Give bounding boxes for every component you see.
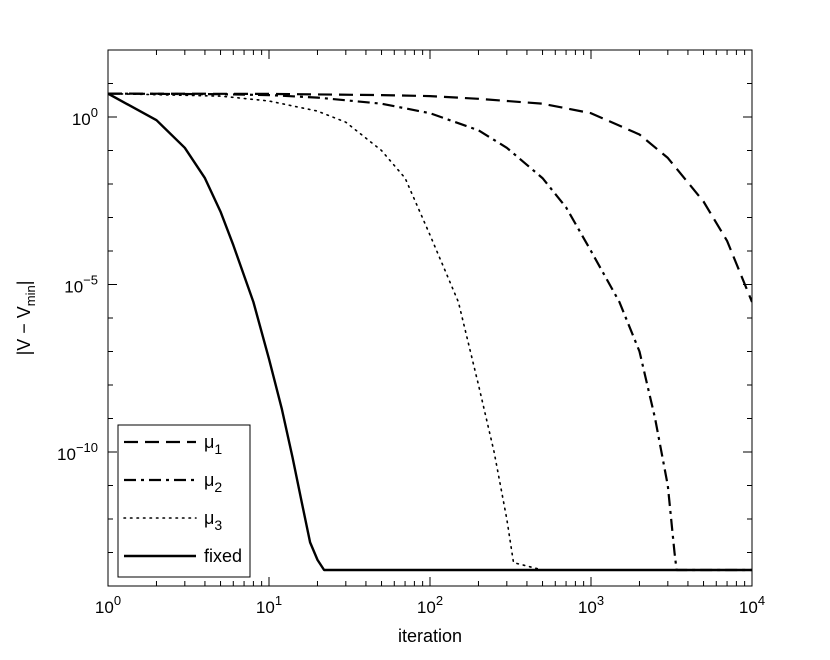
series-4-line	[108, 92, 752, 572]
series-2-line	[108, 92, 752, 572]
label-layer: 100 101 102 103 104 100 10−5 10−10	[57, 105, 765, 617]
y-axis-title-main: |V − V	[14, 306, 34, 355]
x-tick-label: 102	[417, 593, 443, 617]
y-tick-label: 10−10	[57, 440, 98, 464]
legend-label-4: fixed	[204, 546, 242, 566]
y-tick-label: 10−5	[64, 273, 98, 297]
x-tick-label: 104	[739, 593, 765, 617]
legend: μ1 μ2 μ3 fixed	[117, 424, 251, 578]
x-axis-title: iteration	[398, 626, 462, 646]
y-tick-label: 100	[72, 105, 98, 129]
series-1-line	[108, 92, 752, 303]
legend-label-2: μ2	[204, 470, 222, 495]
legend-items: μ1 μ2 μ3 fixed	[123, 432, 242, 566]
series-layer	[108, 92, 752, 572]
x-tick-label: 103	[578, 593, 604, 617]
legend-label-1: μ1	[204, 432, 222, 457]
x-tick-label: 100	[95, 593, 121, 617]
y-axis-title-sub: min	[23, 285, 38, 306]
y-axis-title: |V − Vmin|	[14, 281, 38, 356]
x-tick-label: 101	[256, 593, 282, 617]
tick-layer	[107, 49, 753, 587]
legend-label-3: μ3	[204, 508, 222, 533]
legend-box	[117, 424, 251, 578]
y-axis-title-end: |	[14, 281, 34, 286]
